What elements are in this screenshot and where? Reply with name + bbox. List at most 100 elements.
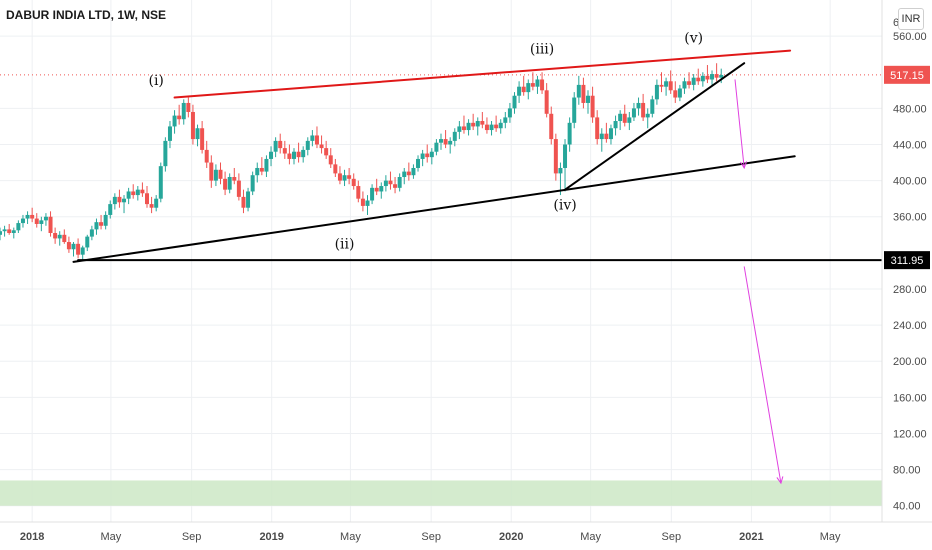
candle-body	[581, 84, 586, 103]
y-tick-label: 80.00	[893, 465, 921, 477]
candle-body	[613, 121, 618, 129]
candle-body	[218, 169, 223, 179]
y-tick-label: 240.00	[893, 320, 927, 332]
candle-body	[434, 142, 439, 152]
candle-body	[351, 178, 356, 187]
candle-body	[186, 102, 191, 112]
candle-body	[117, 196, 122, 203]
x-tick-label: Sep	[421, 531, 441, 543]
candle-body	[20, 218, 25, 224]
last-price-tag-text: 517.15	[890, 70, 924, 82]
y-tick-label: 480.00	[893, 103, 927, 115]
candle-body	[604, 133, 609, 140]
y-tick-label: 400.00	[893, 176, 927, 188]
candle-body	[650, 99, 655, 114]
x-tick-label: May	[580, 531, 601, 543]
price-axis[interactable]: 560.00 480.00 440.00 400.00 360.00 280.00 240.…	[881, 0, 932, 550]
candle-body	[406, 171, 411, 176]
candle-body	[145, 193, 149, 205]
inner-support-line	[564, 62, 746, 191]
candle-body	[710, 74, 715, 80]
candle-body	[94, 222, 99, 230]
candle-body	[328, 155, 333, 165]
x-tick-label: 2019	[259, 531, 283, 543]
candle-body	[80, 247, 85, 255]
candle-body	[631, 108, 636, 118]
candle-body	[347, 175, 352, 179]
x-tick-label: Sep	[662, 531, 682, 543]
candle-body	[85, 236, 90, 248]
candle-body	[57, 234, 62, 239]
candle-body	[30, 214, 35, 219]
candle-body	[269, 151, 274, 159]
candle-body	[383, 180, 388, 187]
candle-body	[530, 83, 535, 87]
candle-body	[503, 117, 508, 123]
candle-body	[190, 111, 195, 140]
candle-body	[388, 180, 393, 185]
candle-body	[158, 166, 163, 199]
candle-body	[172, 115, 177, 127]
y-tick-label: 40.00	[893, 501, 921, 513]
wave-label: (i)	[148, 73, 163, 89]
candle-body	[443, 139, 448, 145]
candle-body	[71, 243, 76, 250]
wave-label: (iii)	[530, 41, 554, 57]
candle-body	[356, 186, 361, 199]
candle-body	[586, 95, 590, 103]
candle-body	[43, 216, 48, 221]
candle-body	[599, 133, 604, 140]
candle-body	[154, 198, 159, 208]
candle-body	[241, 196, 246, 208]
x-tick-label: 2020	[499, 531, 523, 543]
candle-body	[636, 102, 641, 109]
candle-body	[213, 169, 218, 181]
upper-resistance-line	[173, 49, 792, 99]
candle-body	[337, 173, 342, 181]
candle-body	[16, 223, 21, 231]
x-tick-label: May	[101, 531, 122, 543]
candle-body	[365, 200, 370, 206]
candle-body	[62, 234, 67, 243]
candle-body	[319, 144, 324, 149]
candle-body	[457, 126, 462, 132]
candle-body	[379, 186, 384, 192]
y-tick-label: 440.00	[893, 139, 927, 151]
target-zone-rect	[0, 480, 882, 506]
candle-body	[282, 148, 287, 154]
candle-body	[553, 139, 558, 174]
candle-body	[278, 140, 283, 149]
candle-body	[608, 128, 613, 140]
candle-body	[342, 175, 347, 181]
candle-body	[370, 187, 375, 201]
candle-body	[255, 167, 260, 176]
candle-body	[135, 189, 140, 196]
candle-body	[682, 81, 687, 89]
candle-body	[11, 230, 16, 234]
x-tick-label: May	[820, 531, 841, 543]
y-tick-label: 560.00	[893, 31, 927, 43]
candle-body	[108, 204, 113, 215]
candle-body	[429, 151, 434, 158]
candle-body	[89, 229, 94, 237]
currency-button[interactable]: INR	[898, 8, 924, 30]
candle-body	[112, 196, 117, 205]
candle-body	[296, 151, 301, 158]
candle-body	[668, 81, 673, 91]
candle-body	[204, 149, 209, 163]
x-tick-label: 2021	[739, 531, 763, 543]
x-tick-label: 2018	[20, 531, 44, 543]
candle-body	[494, 124, 499, 129]
candle-body	[416, 158, 421, 168]
candle-body	[163, 140, 168, 167]
candle-body	[273, 140, 278, 152]
candle-body	[264, 158, 269, 172]
candle-body	[292, 151, 296, 159]
candle-body	[232, 177, 237, 181]
time-axis[interactable]: 2018 May Sep 2019 May Sep 2020 May Sep 2021 May	[0, 521, 932, 543]
candle-body	[360, 198, 365, 206]
candle-body	[333, 164, 338, 174]
target-zone	[0, 480, 882, 506]
